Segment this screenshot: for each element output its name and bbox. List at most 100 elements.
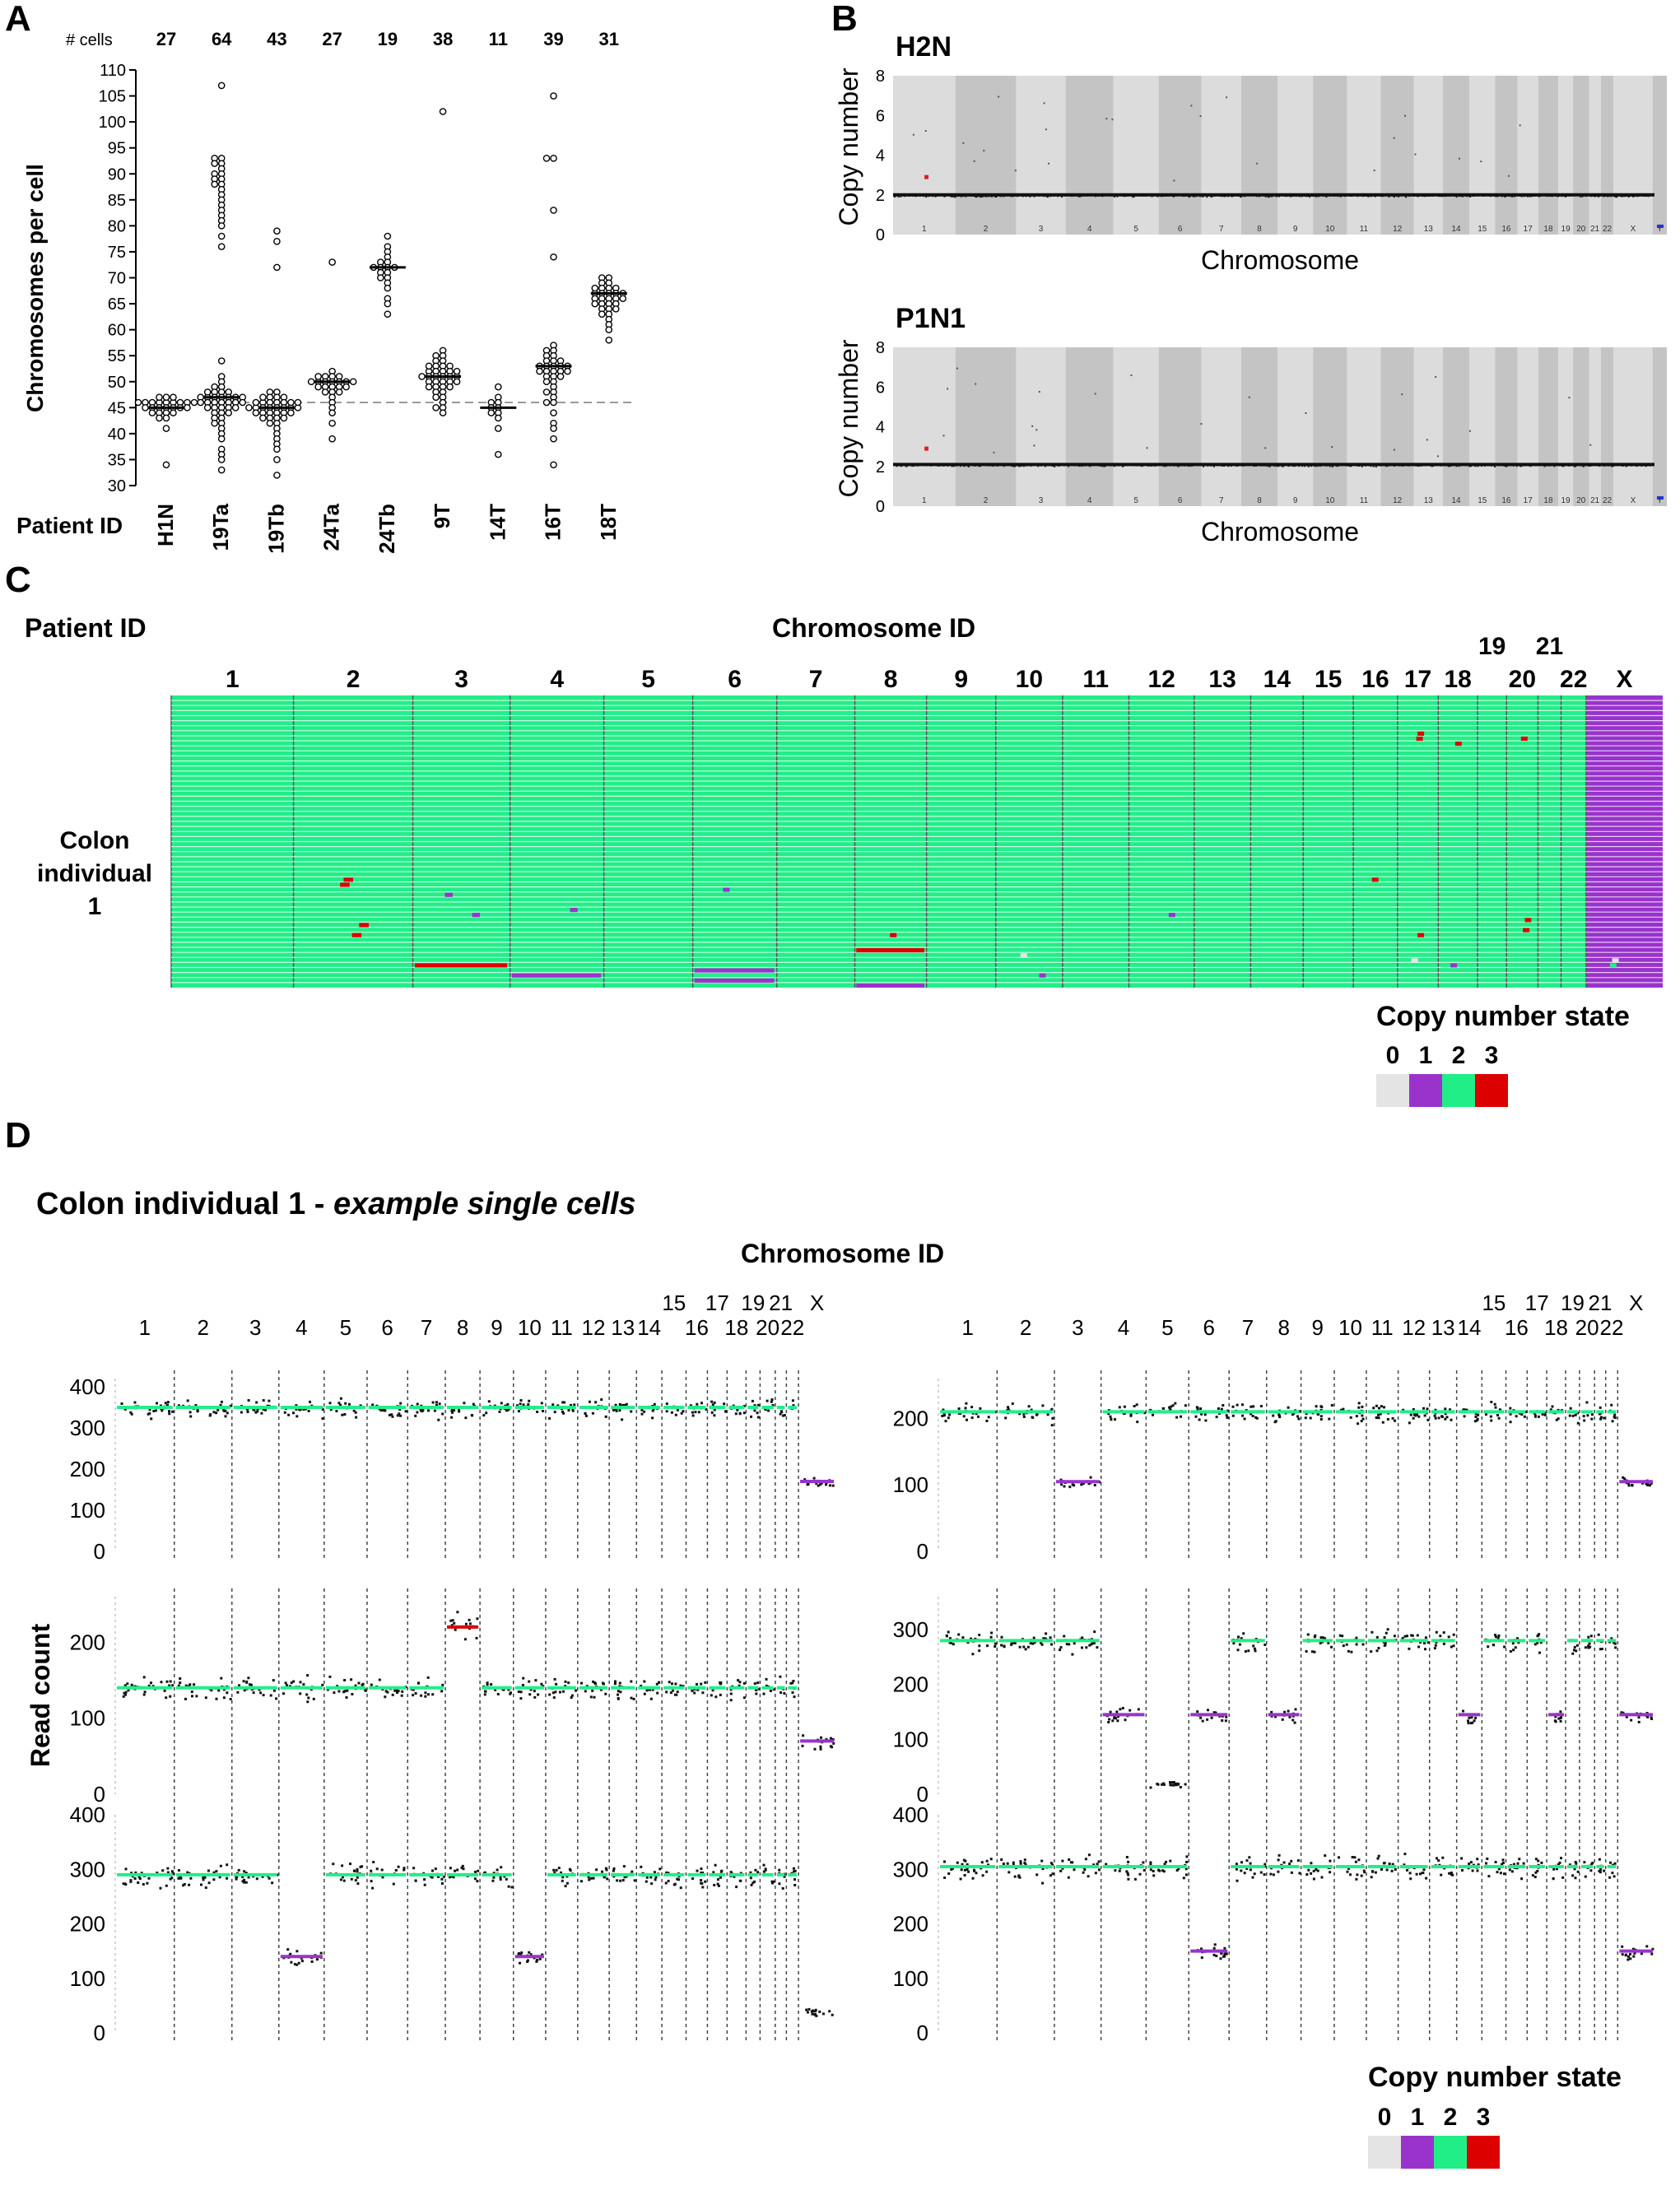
c-copy-number-event [444, 892, 453, 897]
d-chromosome-label: 1 [961, 1315, 973, 1340]
d-read-count-points [1105, 1707, 1140, 1723]
c-copy-number-event [511, 973, 602, 978]
c-chromosome-label: 17 [1404, 666, 1431, 693]
d-read-count-points [1402, 1407, 1430, 1425]
d-read-count-points [1003, 1402, 1054, 1427]
b-y-tick-label: 2 [876, 458, 885, 477]
a-group-label: 16T [541, 504, 565, 541]
d-read-count-points [240, 1399, 275, 1415]
d-chromosome-label: 6 [381, 1315, 393, 1340]
a-data-point [287, 409, 295, 416]
d-legend-swatch [1434, 2136, 1467, 2169]
d-read-count-points [1621, 1945, 1654, 1961]
d-y-tick-label: 200 [70, 1457, 105, 1481]
b-outlier-point [1331, 446, 1333, 449]
a-data-point [294, 398, 302, 407]
d-chromosome-label: 11 [551, 1315, 573, 1340]
d-y-tick-label: 0 [94, 1782, 105, 1807]
a-data-point [556, 373, 565, 380]
b-chromosome-label: 16 [1501, 496, 1511, 505]
d-read-count-points [517, 1951, 544, 1965]
a-cell-count: 38 [433, 29, 453, 49]
a-data-point [280, 414, 288, 422]
b-chromosome-band [1413, 76, 1443, 235]
b-outlier-point [975, 383, 977, 385]
d-chromosome-label: 5 [340, 1315, 351, 1340]
a-data-point [273, 456, 281, 463]
c-chromosome-label: 18 [1445, 666, 1472, 693]
b-outlier-point [1393, 449, 1395, 451]
b-chromosome-band [1495, 76, 1518, 235]
d-read-count-points [1105, 1856, 1146, 1881]
a-cell-count: 31 [599, 29, 619, 49]
d-chromosome-label: 20 [1575, 1315, 1599, 1340]
a-data-point [314, 383, 322, 391]
d-y-tick-label: 0 [917, 2021, 928, 2045]
b-chromosome-band [1313, 347, 1347, 506]
d-chromosome-label: 18 [724, 1315, 748, 1340]
b-chromosome-band [1201, 347, 1241, 506]
d-title-italic: example single cells [333, 1187, 636, 1221]
b-chromosome-band [1517, 347, 1538, 506]
b-y-tick-label: 0 [876, 226, 885, 244]
d-read-count-points [483, 1866, 514, 1889]
d-y-axis-label: Read count [26, 1624, 55, 1768]
a-cell-count: 64 [212, 29, 232, 49]
a-data-point [612, 305, 620, 313]
b-y-tick-label: 4 [876, 147, 885, 165]
d-chromosome-label: 2 [1020, 1315, 1031, 1340]
d-read-count-points [1232, 1632, 1267, 1653]
d-chromosome-label: 4 [1118, 1315, 1129, 1340]
b-chromosome-band [1240, 76, 1278, 235]
b-chromosome-label: 19 [1561, 225, 1571, 234]
b-outlier-point [947, 388, 949, 390]
d-read-count-points [710, 1400, 728, 1417]
d-chromosome-label: 19 [741, 1290, 765, 1315]
d-y-tick-label: 100 [70, 1498, 105, 1523]
a-data-point [542, 155, 551, 162]
b-chromosome-label: 13 [1424, 225, 1434, 234]
d-read-count-points [779, 1407, 786, 1417]
a-data-point [591, 300, 599, 308]
d-read-count-points [1338, 1634, 1365, 1653]
a-data-point [342, 383, 350, 391]
d-read-count-points [236, 1676, 278, 1700]
d-read-count-points [691, 1867, 707, 1889]
d-read-count-points [1568, 1407, 1580, 1425]
a-data-point [245, 404, 253, 412]
b-chromosome-band [955, 347, 1017, 506]
d-read-count-points [1235, 1856, 1267, 1882]
a-data-point [328, 419, 336, 427]
c-legend-state-label: 2 [1452, 1042, 1466, 1069]
b-x-axis-label: Chromosome [1201, 517, 1359, 546]
d-read-count-points [779, 1675, 786, 1695]
b-chromosome-label: 3 [1039, 496, 1044, 505]
d-read-count-points [1338, 1856, 1366, 1881]
b-chromosome-label: 11 [1360, 225, 1369, 234]
d-read-count-points [122, 1867, 175, 1890]
d-y-tick-label: 0 [94, 1539, 105, 1564]
d-chromosome-label: 21 [769, 1290, 793, 1315]
b-outlier-point [1480, 160, 1482, 163]
d-read-count-points [945, 1630, 997, 1656]
d-read-count-points [516, 1399, 544, 1413]
a-data-point [439, 108, 447, 115]
d-read-count-points [1434, 1856, 1454, 1876]
d-chromosome-label: 20 [756, 1315, 780, 1340]
a-y-tick-label: 80 [108, 217, 126, 235]
d-read-count-points [177, 1863, 229, 1890]
b-outlier-point [1507, 174, 1510, 177]
d-read-count-points [548, 1677, 577, 1700]
a-data-point [287, 398, 295, 407]
d-y-tick-label: 300 [70, 1416, 105, 1440]
d-read-count-points [1433, 1407, 1453, 1421]
b-chromosome-label: 14 [1451, 225, 1461, 234]
c-legend-state-label: 0 [1386, 1042, 1400, 1069]
b-chromosome-band [1589, 347, 1601, 506]
d-read-count-points [665, 1402, 685, 1416]
b-chromosome-band [1201, 76, 1241, 235]
c-legend-swatch [1442, 1074, 1475, 1107]
d-read-count-points [1149, 1855, 1189, 1880]
panel-letter-b: B [831, 0, 858, 39]
a-data-point [495, 450, 502, 458]
